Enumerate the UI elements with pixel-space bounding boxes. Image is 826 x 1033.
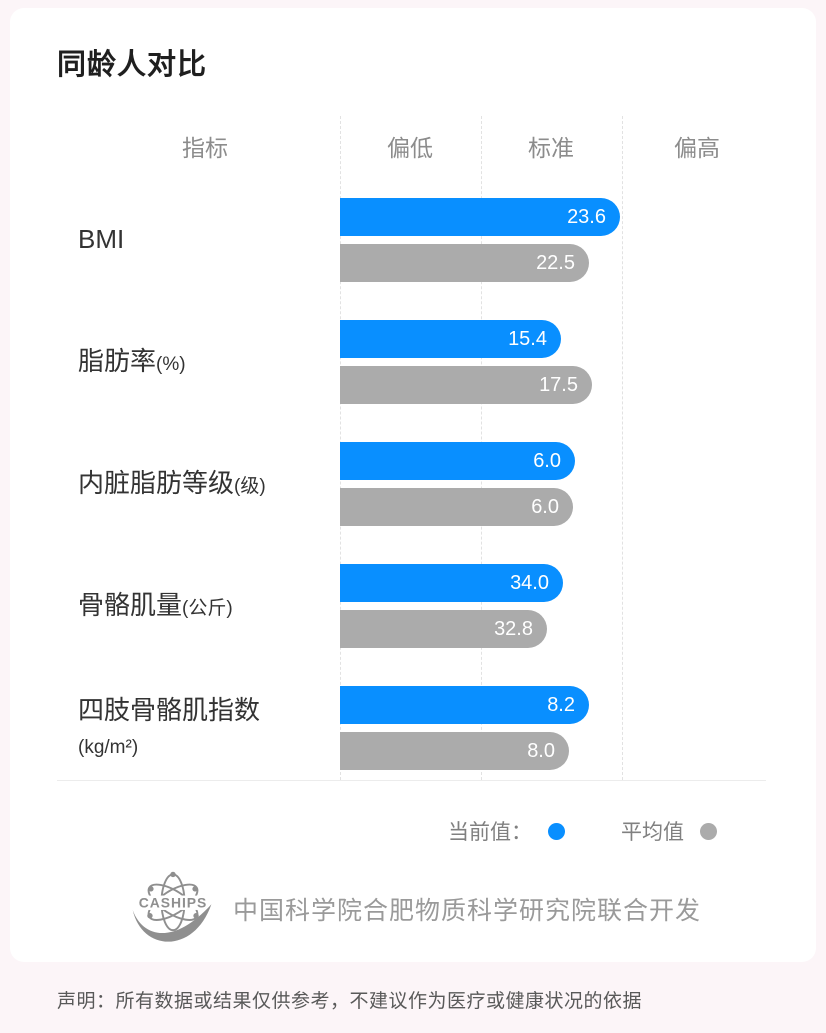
comparison-card: 同龄人对比 指标 偏低 标准 偏高 BMI 23.6 22.5 脂肪率(%) 1…: [10, 8, 816, 962]
logo-swoosh: [132, 904, 212, 942]
metric-unit: (%): [156, 354, 186, 376]
metric-row: 内脏脂肪等级(级) 6.0 6.0: [10, 434, 816, 556]
average-value-bar: 6.0: [340, 488, 573, 526]
legend-average-label: 平均值: [621, 821, 684, 844]
column-header-indicator: 指标: [182, 135, 228, 161]
metric-bars: 8.2 8.0: [340, 686, 589, 770]
metric-label: BMI: [78, 198, 316, 282]
metric-name: 骨骼肌量: [78, 590, 183, 621]
average-value-bar: 32.8: [340, 610, 547, 648]
metric-rows: BMI 23.6 22.5 脂肪率(%) 15.4 17.5 内脏脂肪等级(级)…: [10, 190, 816, 800]
metric-name: 四肢骨骼肌指数: [78, 695, 261, 726]
column-header-low: 偏低: [387, 135, 433, 161]
legend-current-label: 当前值：: [448, 821, 532, 844]
divider-line: [57, 780, 766, 781]
metric-row: BMI 23.6 22.5: [10, 190, 816, 312]
metric-bars: 15.4 17.5: [340, 320, 592, 404]
legend-average-dot-icon: [700, 822, 717, 840]
legend: 当前值： 平均值: [448, 816, 717, 846]
metric-row: 四肢骨骼肌指数 (kg/m²) 8.2 8.0: [10, 678, 816, 800]
column-header-standard: 标准: [528, 135, 574, 161]
metric-name: BMI: [78, 224, 125, 255]
developer-org-text: 中国科学院合肥物质科学研究院联合开发: [232, 897, 701, 925]
current-value-bar: 15.4: [340, 320, 561, 358]
average-value-bar: 22.5: [340, 244, 589, 282]
metric-bars: 6.0 6.0: [340, 442, 575, 526]
average-value-bar: 17.5: [340, 366, 592, 404]
current-value-bar: 23.6: [340, 198, 620, 236]
metric-label: 内脏脂肪等级(级): [78, 442, 316, 526]
caships-logo-text: CASHIPS: [139, 895, 208, 911]
gridline-high: [622, 116, 623, 780]
current-value-bar: 8.2: [340, 686, 589, 724]
metric-name: 脂肪率: [78, 346, 157, 377]
disclaimer-text: 声明：所有数据或结果仅供参考，不建议作为医疗或健康状况的依据: [57, 991, 643, 1012]
metric-unit: (公斤): [182, 598, 233, 620]
average-value-bar: 8.0: [340, 732, 569, 770]
metric-label: 骨骼肌量(公斤): [78, 564, 316, 648]
caships-atom-logo-icon: CASHIPS: [130, 871, 216, 942]
metric-row: 脂肪率(%) 15.4 17.5: [10, 312, 816, 434]
metric-name: 内脏脂肪等级: [78, 468, 235, 499]
legend-current-dot-icon: [548, 822, 565, 840]
current-value-bar: 6.0: [340, 442, 575, 480]
column-header-high: 偏高: [674, 135, 720, 161]
metric-bars: 23.6 22.5: [340, 198, 620, 282]
metric-label: 脂肪率(%): [78, 320, 316, 404]
page-title: 同龄人对比: [57, 49, 208, 81]
metric-unit: (级): [234, 476, 266, 498]
current-value-bar: 34.0: [340, 564, 563, 602]
metric-bars: 34.0 32.8: [340, 564, 563, 648]
metric-row: 骨骼肌量(公斤) 34.0 32.8: [10, 556, 816, 678]
metric-label: 四肢骨骼肌指数 (kg/m²): [78, 686, 316, 770]
footer-branding: CASHIPS 中国科学院合肥物质科学研究院联合开发: [10, 866, 816, 952]
metric-unit: (kg/m²): [78, 737, 139, 758]
